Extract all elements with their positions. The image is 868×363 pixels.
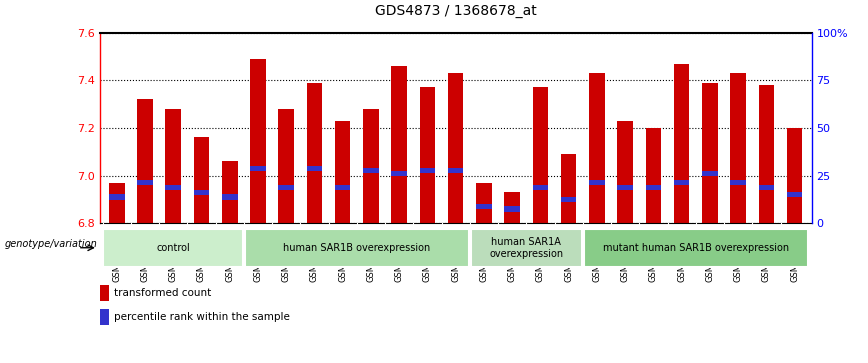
FancyBboxPatch shape — [470, 229, 582, 267]
Bar — [194, 138, 209, 223]
Bar — [194, 189, 209, 195]
Bar — [646, 128, 661, 223]
Bar — [787, 192, 802, 197]
Bar — [166, 109, 181, 223]
Bar — [702, 171, 718, 176]
Bar — [759, 85, 774, 223]
Bar — [137, 180, 153, 185]
Text: transformed count: transformed count — [114, 288, 211, 298]
Bar — [109, 195, 124, 200]
Bar — [363, 168, 378, 174]
Bar — [787, 128, 802, 223]
Bar — [674, 64, 689, 223]
Bar — [420, 87, 435, 223]
Bar — [504, 192, 520, 223]
Bar — [617, 185, 633, 190]
Bar — [674, 180, 689, 185]
Bar — [109, 183, 124, 223]
Text: human SAR1B overexpression: human SAR1B overexpression — [283, 243, 431, 253]
Bar — [589, 73, 605, 223]
Bar — [504, 206, 520, 212]
Bar — [306, 166, 322, 171]
Bar — [533, 185, 549, 190]
Bar — [477, 183, 491, 223]
Bar — [222, 195, 238, 200]
Bar — [391, 66, 407, 223]
Bar — [279, 185, 294, 190]
Bar — [363, 109, 378, 223]
Bar — [730, 180, 746, 185]
Bar — [335, 185, 351, 190]
Bar — [561, 197, 576, 202]
Bar — [137, 99, 153, 223]
Text: genotype/variation: genotype/variation — [5, 238, 98, 249]
Bar — [250, 59, 266, 223]
Bar — [589, 180, 605, 185]
Bar — [166, 185, 181, 190]
Bar — [335, 121, 351, 223]
Bar — [448, 168, 464, 174]
Bar — [759, 185, 774, 190]
Bar — [250, 166, 266, 171]
Bar — [646, 185, 661, 190]
Bar — [730, 73, 746, 223]
Bar — [533, 87, 549, 223]
Bar — [100, 309, 108, 325]
Text: percentile rank within the sample: percentile rank within the sample — [114, 312, 290, 322]
FancyBboxPatch shape — [103, 229, 243, 267]
Bar — [100, 285, 108, 301]
Bar — [306, 83, 322, 223]
FancyBboxPatch shape — [583, 229, 808, 267]
Bar — [617, 121, 633, 223]
Bar — [561, 154, 576, 223]
Text: human SAR1A
overexpression: human SAR1A overexpression — [490, 237, 563, 258]
Bar — [448, 73, 464, 223]
Bar — [391, 171, 407, 176]
Bar — [477, 204, 491, 209]
Bar — [222, 161, 238, 223]
Bar — [420, 168, 435, 174]
Text: GDS4873 / 1368678_at: GDS4873 / 1368678_at — [375, 4, 536, 18]
Bar — [279, 109, 294, 223]
Text: mutant human SAR1B overexpression: mutant human SAR1B overexpression — [602, 243, 789, 253]
FancyBboxPatch shape — [245, 229, 469, 267]
Bar — [702, 83, 718, 223]
Text: control: control — [156, 243, 190, 253]
